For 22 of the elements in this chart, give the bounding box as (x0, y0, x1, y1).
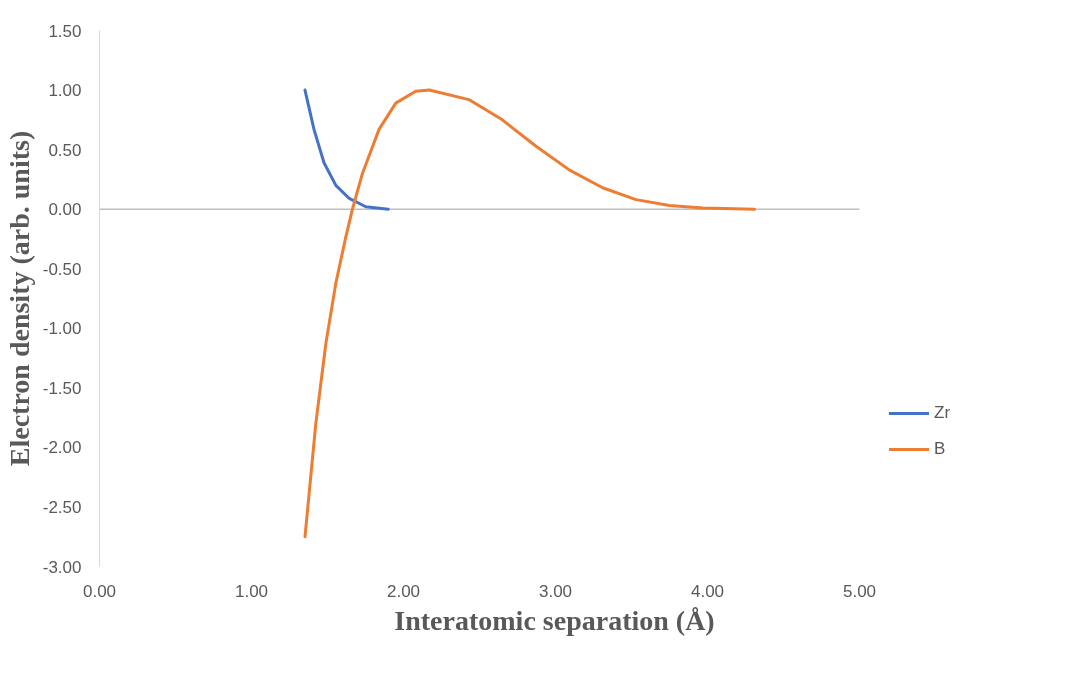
line-series (303, 88, 757, 539)
x-tick-label: 3.00 (538, 581, 573, 601)
y-tick-label: -2.00 (42, 438, 82, 458)
x-axis-title: Interatomic separation (Å) (394, 604, 715, 636)
y-tick-label: 1.00 (48, 81, 82, 101)
x-tick-label: 5.00 (842, 581, 877, 601)
line-series (303, 88, 390, 211)
x-tick-label: 4.00 (690, 581, 725, 601)
legend-label: Zr (934, 402, 952, 423)
y-tick-label: -1.50 (42, 378, 82, 398)
y-tick-label: 0.50 (48, 140, 82, 160)
y-tick-label: -0.50 (42, 259, 82, 279)
y-tick-label: 0.00 (48, 200, 82, 220)
y-axis-title: Electron density (arb. units) (3, 130, 35, 467)
y-tick-label: 1.50 (48, 21, 82, 41)
x-tick-label: 1.00 (234, 581, 269, 601)
y-tick-label: -2.50 (42, 497, 82, 517)
x-tick-label: 0.00 (82, 581, 117, 601)
legend-label: B (934, 438, 947, 459)
y-tick-label: -1.00 (42, 319, 82, 339)
x-tick-label: 2.00 (386, 581, 421, 601)
y-tick-label: -3.00 (42, 557, 82, 577)
